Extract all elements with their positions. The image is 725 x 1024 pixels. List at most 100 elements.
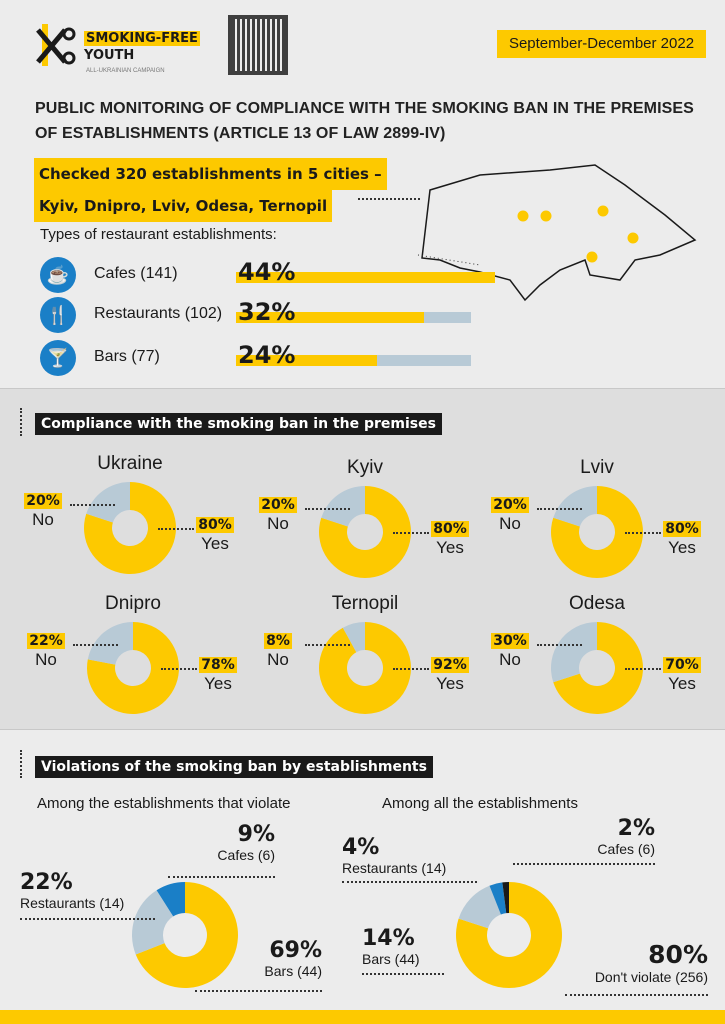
type-label: Restaurants (102) [94, 305, 223, 322]
city-name: Ternopil [331, 593, 399, 614]
footer-bar [0, 1010, 725, 1024]
logo [35, 22, 80, 67]
leader-line [161, 668, 197, 670]
restaurants-pct: 22% [20, 870, 73, 895]
city-name: Kyiv [347, 457, 383, 478]
leader-line [168, 876, 275, 878]
type-progress [236, 272, 495, 283]
leader-line [195, 990, 322, 992]
dots-decoration [20, 408, 22, 436]
cafes-pct: 2% [617, 816, 655, 841]
compliance-slice [553, 622, 643, 714]
leader-line [513, 863, 655, 865]
all-slice [489, 882, 507, 915]
all-slice [502, 882, 509, 914]
right-chart-title: Among all the establishments [382, 795, 578, 812]
compliance-slice [87, 622, 133, 665]
violators-slice [132, 890, 174, 955]
brand-name: SMOKING-FREE [84, 31, 200, 46]
types-heading: Types of restaurant establishments: [40, 226, 277, 243]
no-percent: 30% [491, 633, 529, 649]
map-leader [358, 198, 420, 200]
cocktail-icon: 🍸 [40, 340, 76, 376]
leader-line [537, 508, 582, 510]
type-percent: 32% [238, 298, 296, 326]
leader-line [70, 504, 115, 506]
compliance-donut [551, 622, 643, 714]
compliance-slice [86, 482, 130, 523]
yes-label: Yes [668, 538, 696, 557]
leader-line [158, 528, 194, 530]
no-percent: 20% [259, 497, 297, 513]
bars-label: Bars (44) [362, 951, 420, 967]
cafes-label: Cafes (6) [597, 841, 655, 857]
compliance-slice [319, 486, 411, 578]
restaurants-pct: 4% [342, 835, 380, 860]
type-progress [236, 355, 471, 366]
compliance-slice [553, 486, 597, 527]
leader-line [73, 644, 118, 646]
brand-subtitle: ALL-UKRAINIAN CAMPAIGN [86, 68, 165, 74]
type-percent: 44% [238, 258, 296, 286]
city-name: Ukraine [97, 453, 163, 474]
bars-pct: 69% [269, 938, 322, 963]
compliance-donut [319, 486, 411, 578]
yes-percent: 70% [663, 657, 701, 673]
leader-line [20, 918, 155, 920]
leader-line [342, 881, 477, 883]
violators-slice [135, 882, 238, 988]
no-percent: 8% [264, 633, 292, 649]
leader-line [305, 508, 350, 510]
no-percent: 20% [24, 493, 62, 509]
compliance-slice [321, 486, 365, 527]
compliance-slice [84, 482, 176, 574]
no-label: No [267, 650, 289, 669]
page-title: PUBLIC MONITORING OF COMPLIANCE WITH THE… [35, 100, 694, 117]
yes-percent: 80% [196, 517, 234, 533]
dont-violate-pct: 80% [648, 940, 708, 969]
yes-label: Yes [436, 674, 464, 693]
compliance-slice [342, 622, 365, 653]
no-label: No [499, 514, 521, 533]
page-title-2: OF ESTABLISHMENTS (ARTICLE 13 OF LAW 289… [35, 125, 446, 142]
no-label: No [499, 650, 521, 669]
type-percent: 24% [238, 341, 296, 369]
leader-line [625, 668, 661, 670]
coffee-cup-icon: ☕ [40, 257, 76, 293]
violators-donut [132, 882, 238, 988]
yes-label: Yes [201, 534, 229, 553]
leader-line [393, 668, 429, 670]
type-progress-fill [236, 355, 377, 366]
dont-violate-label: Don't violate (256) [594, 969, 708, 985]
fork-knife-icon: 🍴 [40, 297, 76, 333]
yes-label: Yes [668, 674, 696, 693]
restaurants-label: Restaurants (14) [342, 860, 447, 876]
all-establishments-donut [456, 882, 562, 988]
yes-percent: 92% [431, 657, 469, 673]
ukraine-map [417, 164, 697, 302]
compliance-slice [87, 622, 179, 714]
checked-summary: Checked 320 establishments in 5 cities – [34, 158, 387, 190]
yes-percent: 80% [431, 521, 469, 537]
restaurants-label: Restaurants (14) [20, 895, 125, 911]
all-slice [456, 882, 562, 988]
bars-label: Bars (44) [264, 963, 322, 979]
type-progress-fill [236, 312, 424, 323]
compliance-donut [551, 486, 643, 578]
brand-name-2: YOUTH [84, 48, 135, 63]
type-label: Cafes (141) [94, 265, 178, 282]
cities-list: Kyiv, Dnipro, Lviv, Odesa, Ternopil [34, 190, 333, 222]
no-label: No [267, 514, 289, 533]
compliance-slice [551, 486, 643, 578]
leader-line [625, 532, 661, 534]
compliance-donut [84, 482, 176, 574]
no-label: No [35, 650, 57, 669]
leader-line [565, 994, 708, 996]
yes-label: Yes [204, 674, 232, 693]
left-chart-title: Among the establishments that violate [37, 795, 291, 812]
compliance-slice [551, 622, 597, 683]
qr-code[interactable] [228, 15, 288, 75]
type-progress [236, 312, 471, 323]
compliance-donut [87, 622, 179, 714]
yes-percent: 80% [663, 521, 701, 537]
